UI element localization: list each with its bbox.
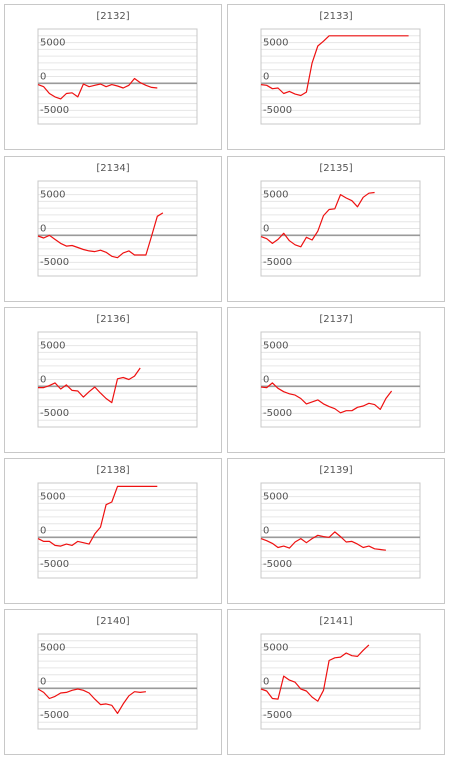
chart-title: [2138]: [96, 465, 130, 476]
y-tick-label: 0: [40, 676, 46, 687]
chart-plot: 5000 0 -5000: [260, 180, 421, 277]
chart-panel: [2137] 5000 0 -5000: [227, 307, 445, 453]
y-tick-label: 0: [263, 525, 269, 536]
chart-panel: [2136] 5000 0 -5000: [4, 307, 222, 453]
series-line: [38, 367, 141, 404]
y-tick-label: 0: [263, 223, 269, 234]
series-line: [260, 531, 386, 551]
plot-frame: [37, 180, 198, 277]
y-tick-label: -5000: [40, 408, 69, 419]
y-tick-label: 0: [40, 525, 46, 536]
chart-title: [2132]: [96, 11, 130, 22]
chart-panel: [2141] 5000 0 -5000: [227, 609, 445, 755]
plot-frame: [37, 28, 198, 125]
y-tick-label: 0: [40, 223, 46, 234]
plot-frame: [37, 482, 198, 579]
series-line: [37, 77, 158, 100]
y-tick-label: 0: [40, 374, 46, 385]
y-tick-label: 0: [263, 71, 269, 82]
chart-panel: [2132] 5000 0 -5000: [4, 4, 222, 150]
chart-title: [2133]: [319, 11, 353, 22]
y-tick-label: 5000: [40, 189, 65, 200]
plot-frame: [260, 633, 421, 730]
y-tick-label: -5000: [40, 559, 69, 570]
chart-panel: [2133] 5000 0 -5000: [227, 4, 445, 150]
y-tick-label: 0: [263, 676, 269, 687]
chart-plot: 5000 0 -5000: [37, 28, 198, 125]
y-tick-label: -5000: [263, 559, 292, 570]
series-line: [260, 35, 409, 97]
chart-title: [2135]: [319, 163, 353, 174]
y-tick-label: 5000: [263, 37, 288, 48]
y-tick-label: 5000: [263, 491, 288, 502]
chart-plot: 5000 0 -5000: [260, 633, 421, 730]
chart-panel: [2134] 5000 0 -5000: [4, 156, 222, 302]
y-tick-label: -5000: [263, 408, 292, 419]
series-line: [37, 212, 164, 259]
y-tick-label: 5000: [40, 340, 65, 351]
series-line: [37, 688, 146, 715]
y-tick-label: -5000: [263, 257, 292, 268]
chart-title: [2139]: [319, 465, 353, 476]
y-tick-label: -5000: [40, 257, 69, 268]
chart-panel: [2140] 5000 0 -5000: [4, 609, 222, 755]
y-tick-label: -5000: [40, 710, 69, 721]
chart-title: [2137]: [319, 314, 353, 325]
y-tick-label: 5000: [40, 642, 65, 653]
plot-frame: [37, 633, 198, 730]
chart-plot: 5000 0 -5000: [260, 331, 421, 428]
chart-title: [2136]: [96, 314, 130, 325]
y-tick-label: -5000: [263, 105, 292, 116]
y-tick-label: 5000: [263, 189, 288, 200]
series-line: [37, 485, 158, 547]
chart-plot: 5000 0 -5000: [37, 633, 198, 730]
chart-title: [2140]: [96, 616, 130, 627]
chart-panel: [2135] 5000 0 -5000: [227, 156, 445, 302]
y-tick-label: -5000: [40, 105, 69, 116]
series-line: [260, 382, 393, 414]
plot-frame: [37, 331, 198, 428]
chart-panel: [2138] 5000 0 -5000: [4, 458, 222, 604]
y-tick-label: 0: [40, 71, 46, 82]
y-tick-label: 5000: [40, 491, 65, 502]
chart-title: [2134]: [96, 163, 130, 174]
chart-panel: [2139] 5000 0 -5000: [227, 458, 445, 604]
chart-title: [2141]: [319, 616, 353, 627]
chart-plot: 5000 0 -5000: [37, 482, 198, 579]
series-line: [260, 644, 370, 702]
chart-plot: 5000 0 -5000: [260, 28, 421, 125]
y-tick-label: -5000: [263, 710, 292, 721]
y-tick-label: 0: [263, 374, 269, 385]
chart-plot: 5000 0 -5000: [260, 482, 421, 579]
plot-frame: [260, 180, 421, 277]
y-tick-label: 5000: [263, 642, 288, 653]
series-line: [260, 191, 375, 248]
plot-frame: [260, 482, 421, 579]
y-tick-label: 5000: [263, 340, 288, 351]
plot-frame: [260, 28, 421, 125]
chart-plot: 5000 0 -5000: [37, 180, 198, 277]
chart-plot: 5000 0 -5000: [37, 331, 198, 428]
y-tick-label: 5000: [40, 37, 65, 48]
plot-frame: [260, 331, 421, 428]
